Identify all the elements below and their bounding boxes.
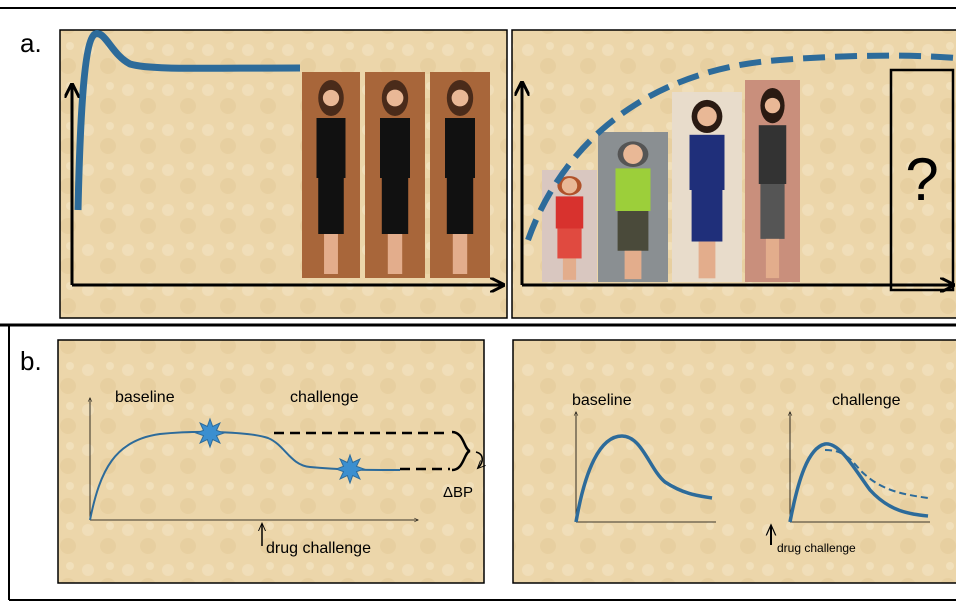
torso	[445, 118, 475, 178]
skirt	[618, 211, 649, 251]
head	[623, 144, 643, 164]
label: baseline	[572, 392, 632, 409]
panel-b-right: baseline challenge drug challenge	[513, 340, 956, 583]
panel-a-left	[60, 30, 507, 318]
panel-a-right: ?	[512, 30, 956, 318]
torso	[759, 125, 787, 184]
legs	[563, 258, 576, 279]
torso	[317, 118, 346, 178]
legs	[453, 234, 467, 274]
label: ΔBP	[443, 484, 473, 501]
skirt	[382, 178, 408, 234]
head	[697, 107, 717, 127]
skirt	[318, 178, 344, 234]
torso	[616, 168, 651, 211]
legs	[388, 234, 402, 274]
label: baseline	[115, 389, 175, 406]
legs	[625, 251, 642, 279]
skirt	[557, 229, 581, 259]
head	[562, 178, 577, 193]
legs	[699, 242, 716, 279]
label: challenge	[832, 392, 901, 409]
panel-b-left: baseline challenge ΔBP drug challenge	[58, 340, 484, 583]
panel-label: b.	[20, 346, 42, 376]
page: a. b. ?	[0, 0, 956, 607]
head	[387, 90, 404, 107]
star	[336, 455, 364, 483]
skirt	[760, 184, 784, 239]
legs	[324, 234, 338, 274]
torso	[690, 135, 725, 190]
head	[452, 90, 469, 107]
head	[323, 90, 339, 106]
skirt	[692, 190, 723, 242]
skirt	[447, 178, 473, 234]
label: drug challenge	[266, 540, 371, 557]
torso	[556, 196, 584, 228]
label: drug challenge	[777, 541, 856, 555]
legs	[766, 239, 779, 278]
star	[196, 419, 224, 447]
question-mark: ?	[905, 146, 938, 213]
label: challenge	[290, 389, 359, 406]
head	[765, 98, 780, 113]
panel-label: a.	[20, 28, 42, 58]
torso	[380, 118, 410, 178]
figure: a. b. ?	[0, 0, 956, 607]
